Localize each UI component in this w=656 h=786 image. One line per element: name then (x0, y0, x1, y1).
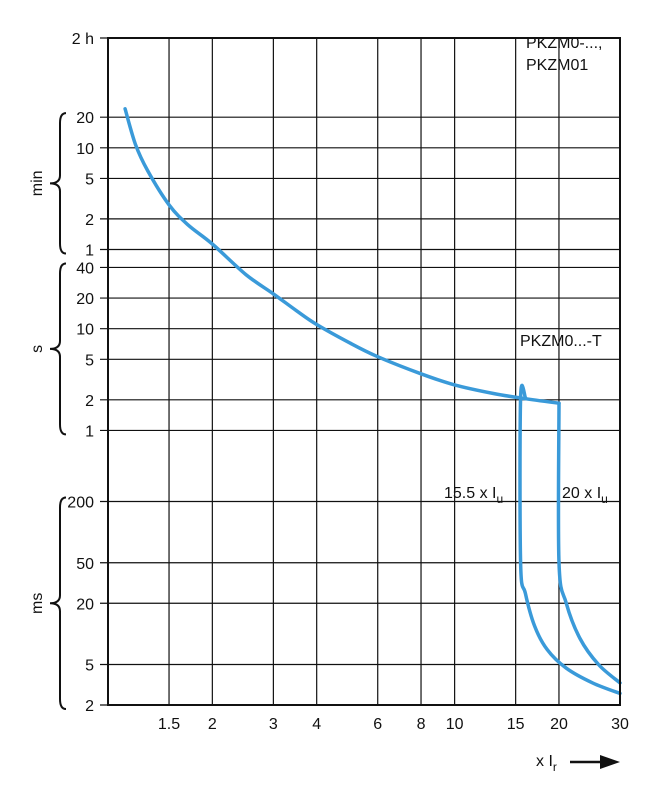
x-tick-label: 10 (446, 716, 464, 733)
y-tick-label: 2 (85, 393, 94, 410)
label-20-iu: 20 x Iu (562, 485, 608, 506)
x-tick-label: 8 (417, 716, 426, 733)
x-tick-label: 3 (269, 716, 278, 733)
label-15-5-iu-sub: u (496, 492, 503, 506)
label-15-5-iu: 15.5 x Iu (444, 485, 503, 506)
y-tick-label: 2 h (72, 31, 94, 48)
unit-braces: min s ms (29, 112, 67, 710)
unit-brace (49, 262, 67, 436)
unit-label: s (29, 345, 46, 353)
y-tick-label: 40 (76, 260, 94, 277)
series-line (518, 383, 622, 696)
grid (100, 37, 621, 706)
y-tick-label: 5 (85, 171, 94, 188)
y-tick-label: 20 (76, 291, 94, 308)
curves (123, 107, 622, 696)
x-tick-label: 30 (611, 716, 629, 733)
x-tick-label: 15 (507, 716, 525, 733)
plot-frame (107, 37, 621, 706)
y-tick-label: 50 (76, 556, 94, 573)
arrow-right-icon (570, 755, 620, 769)
y-tick-label: 10 (76, 141, 94, 158)
x-axis-label-main: x I (536, 753, 553, 770)
y-tick-label: 1 (85, 423, 94, 440)
legend-pkzm0-line2: PKZM01 (526, 57, 588, 74)
x-axis-label: x Ir (536, 753, 557, 774)
unit-brace (49, 496, 67, 710)
y-tick-label: 20 (76, 110, 94, 127)
y-tick-label: 5 (85, 352, 94, 369)
label-15-5-iu-main: 15.5 x I (444, 485, 496, 502)
legend-pkzm0-line1: PKZM0-..., (526, 35, 602, 52)
y-tick-label: 20 (76, 596, 94, 613)
x-tick-labels: 1.5 2 3 4 6 8 10 15 20 30 (158, 716, 629, 733)
label-pkzm0-t: PKZM0...-T (520, 333, 602, 350)
y-tick-label: 10 (76, 322, 94, 339)
y-tick-label: 2 (85, 698, 94, 715)
unit-brace (49, 112, 67, 255)
y-tick-label: 1 (85, 243, 94, 260)
x-tick-label: 6 (373, 716, 382, 733)
x-tick-label: 2 (208, 716, 217, 733)
x-tick-label: 4 (312, 716, 321, 733)
y-tick-label: 2 (85, 212, 94, 229)
series-line (556, 401, 622, 685)
series-line (123, 107, 561, 405)
x-tick-label: 1.5 (158, 716, 180, 733)
x-axis-label-sub: r (553, 760, 557, 774)
y-tick-label: 200 (67, 495, 94, 512)
y-tick-label: 5 (85, 658, 94, 675)
unit-label: min (29, 170, 46, 196)
unit-label: ms (29, 593, 46, 614)
label-20-iu-sub: u (601, 492, 608, 506)
x-tick-label: 20 (550, 716, 568, 733)
label-20-iu-main: 20 x I (562, 485, 601, 502)
